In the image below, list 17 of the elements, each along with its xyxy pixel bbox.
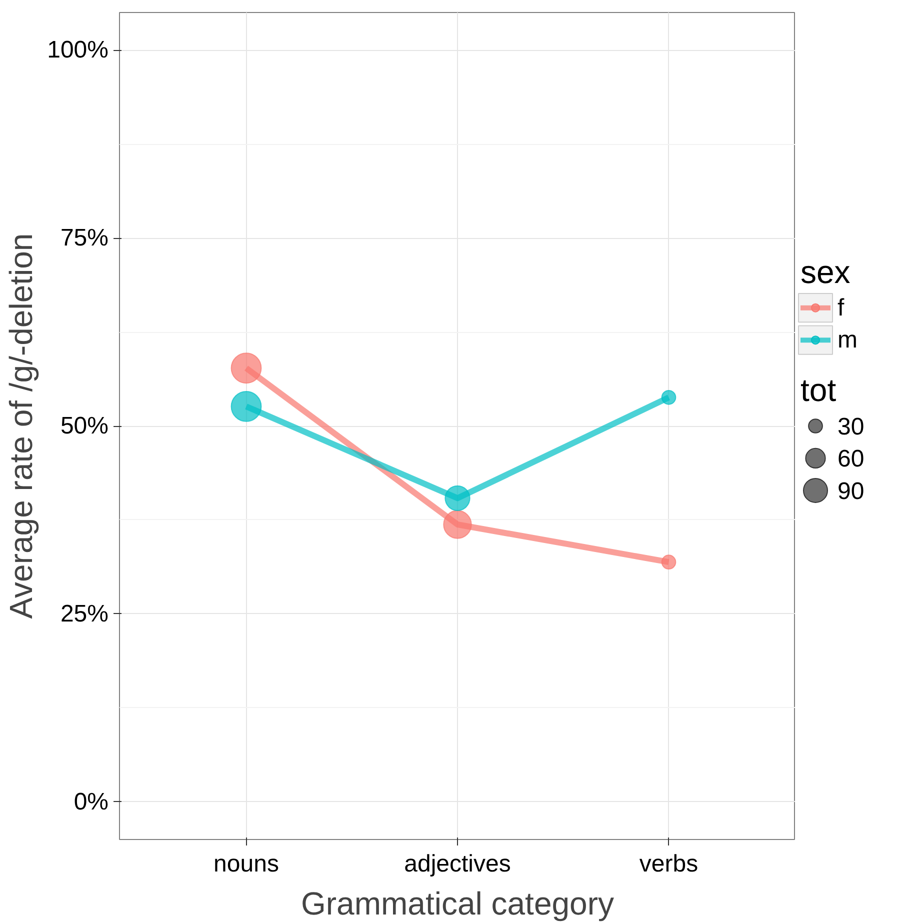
x-tick-label: verbs [639, 850, 698, 878]
y-axis-title: Average rate of /g/-deletion [3, 233, 40, 619]
legend-label: 60 [838, 446, 864, 473]
legend-label: 30 [838, 414, 864, 440]
text: tot [800, 372, 836, 408]
x-tick-label: adjectives [404, 850, 511, 878]
y-tick-label: 75% [60, 224, 109, 252]
x-axis-title: Grammatical category [301, 886, 614, 922]
y-tick-label: 25% [60, 600, 109, 628]
legend-label: m [838, 326, 858, 354]
legend-title: sex [800, 254, 850, 290]
y-tick-label: 0% [74, 788, 108, 816]
legend-label: 90 [838, 478, 864, 505]
legend-label: f [838, 294, 844, 322]
y-tick-label: 50% [60, 412, 109, 440]
y-tick-label: 100% [47, 36, 109, 64]
x-tick-label: nouns [214, 850, 279, 878]
